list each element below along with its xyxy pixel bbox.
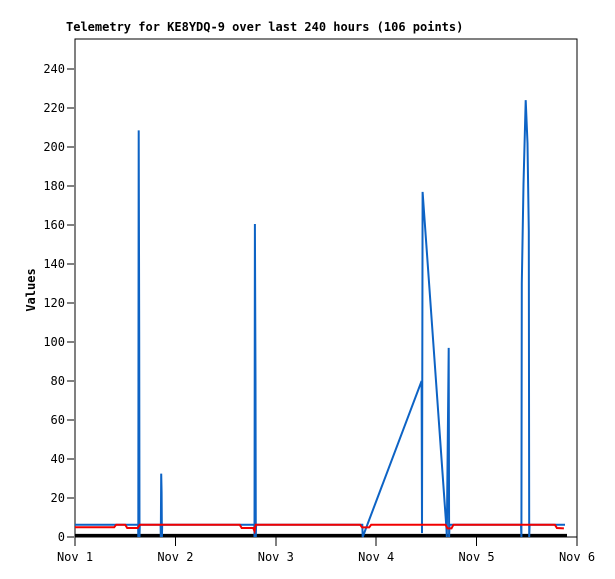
y-tick-label: 0: [58, 530, 65, 544]
y-tick-label: 80: [51, 374, 65, 388]
y-tick-label: 120: [43, 296, 65, 310]
x-tick-label: Nov 1: [57, 550, 93, 564]
plot-border: [74, 38, 578, 538]
x-tick-label: Nov 4: [358, 550, 394, 564]
x-tick-label: Nov 5: [459, 550, 495, 564]
y-tick-label: 20: [51, 491, 65, 505]
y-tick-label: 40: [51, 452, 65, 466]
y-tick-label: 60: [51, 413, 65, 427]
series-channel-blue-spikes: [75, 100, 565, 538]
data-series: [75, 100, 567, 538]
y-tick-label: 140: [43, 257, 65, 271]
x-tick-label: Nov 3: [258, 550, 294, 564]
y-tick-label: 220: [43, 101, 65, 115]
y-tick-label: 180: [43, 179, 65, 193]
y-tick-label: 160: [43, 218, 65, 232]
series-channel-red-flat: [75, 523, 564, 535]
y-axis-label: Values: [24, 268, 38, 311]
x-tick-label: Nov 6: [559, 550, 595, 564]
x-axis-ticks: Nov 1 Nov 2 Nov 3 Nov 4 Nov 5 Nov 6: [57, 537, 595, 564]
y-axis-ticks: 0 20 40 60 80 100 120 140 160 180 200 220 240: [43, 62, 74, 544]
y-tick-label: 100: [43, 335, 65, 349]
y-tick-label: 200: [43, 140, 65, 154]
x-tick-label: Nov 2: [157, 550, 193, 564]
chart-title: Telemetry for KE8YDQ-9 over last 240 hou…: [66, 20, 463, 34]
y-tick-label: 240: [43, 62, 65, 76]
